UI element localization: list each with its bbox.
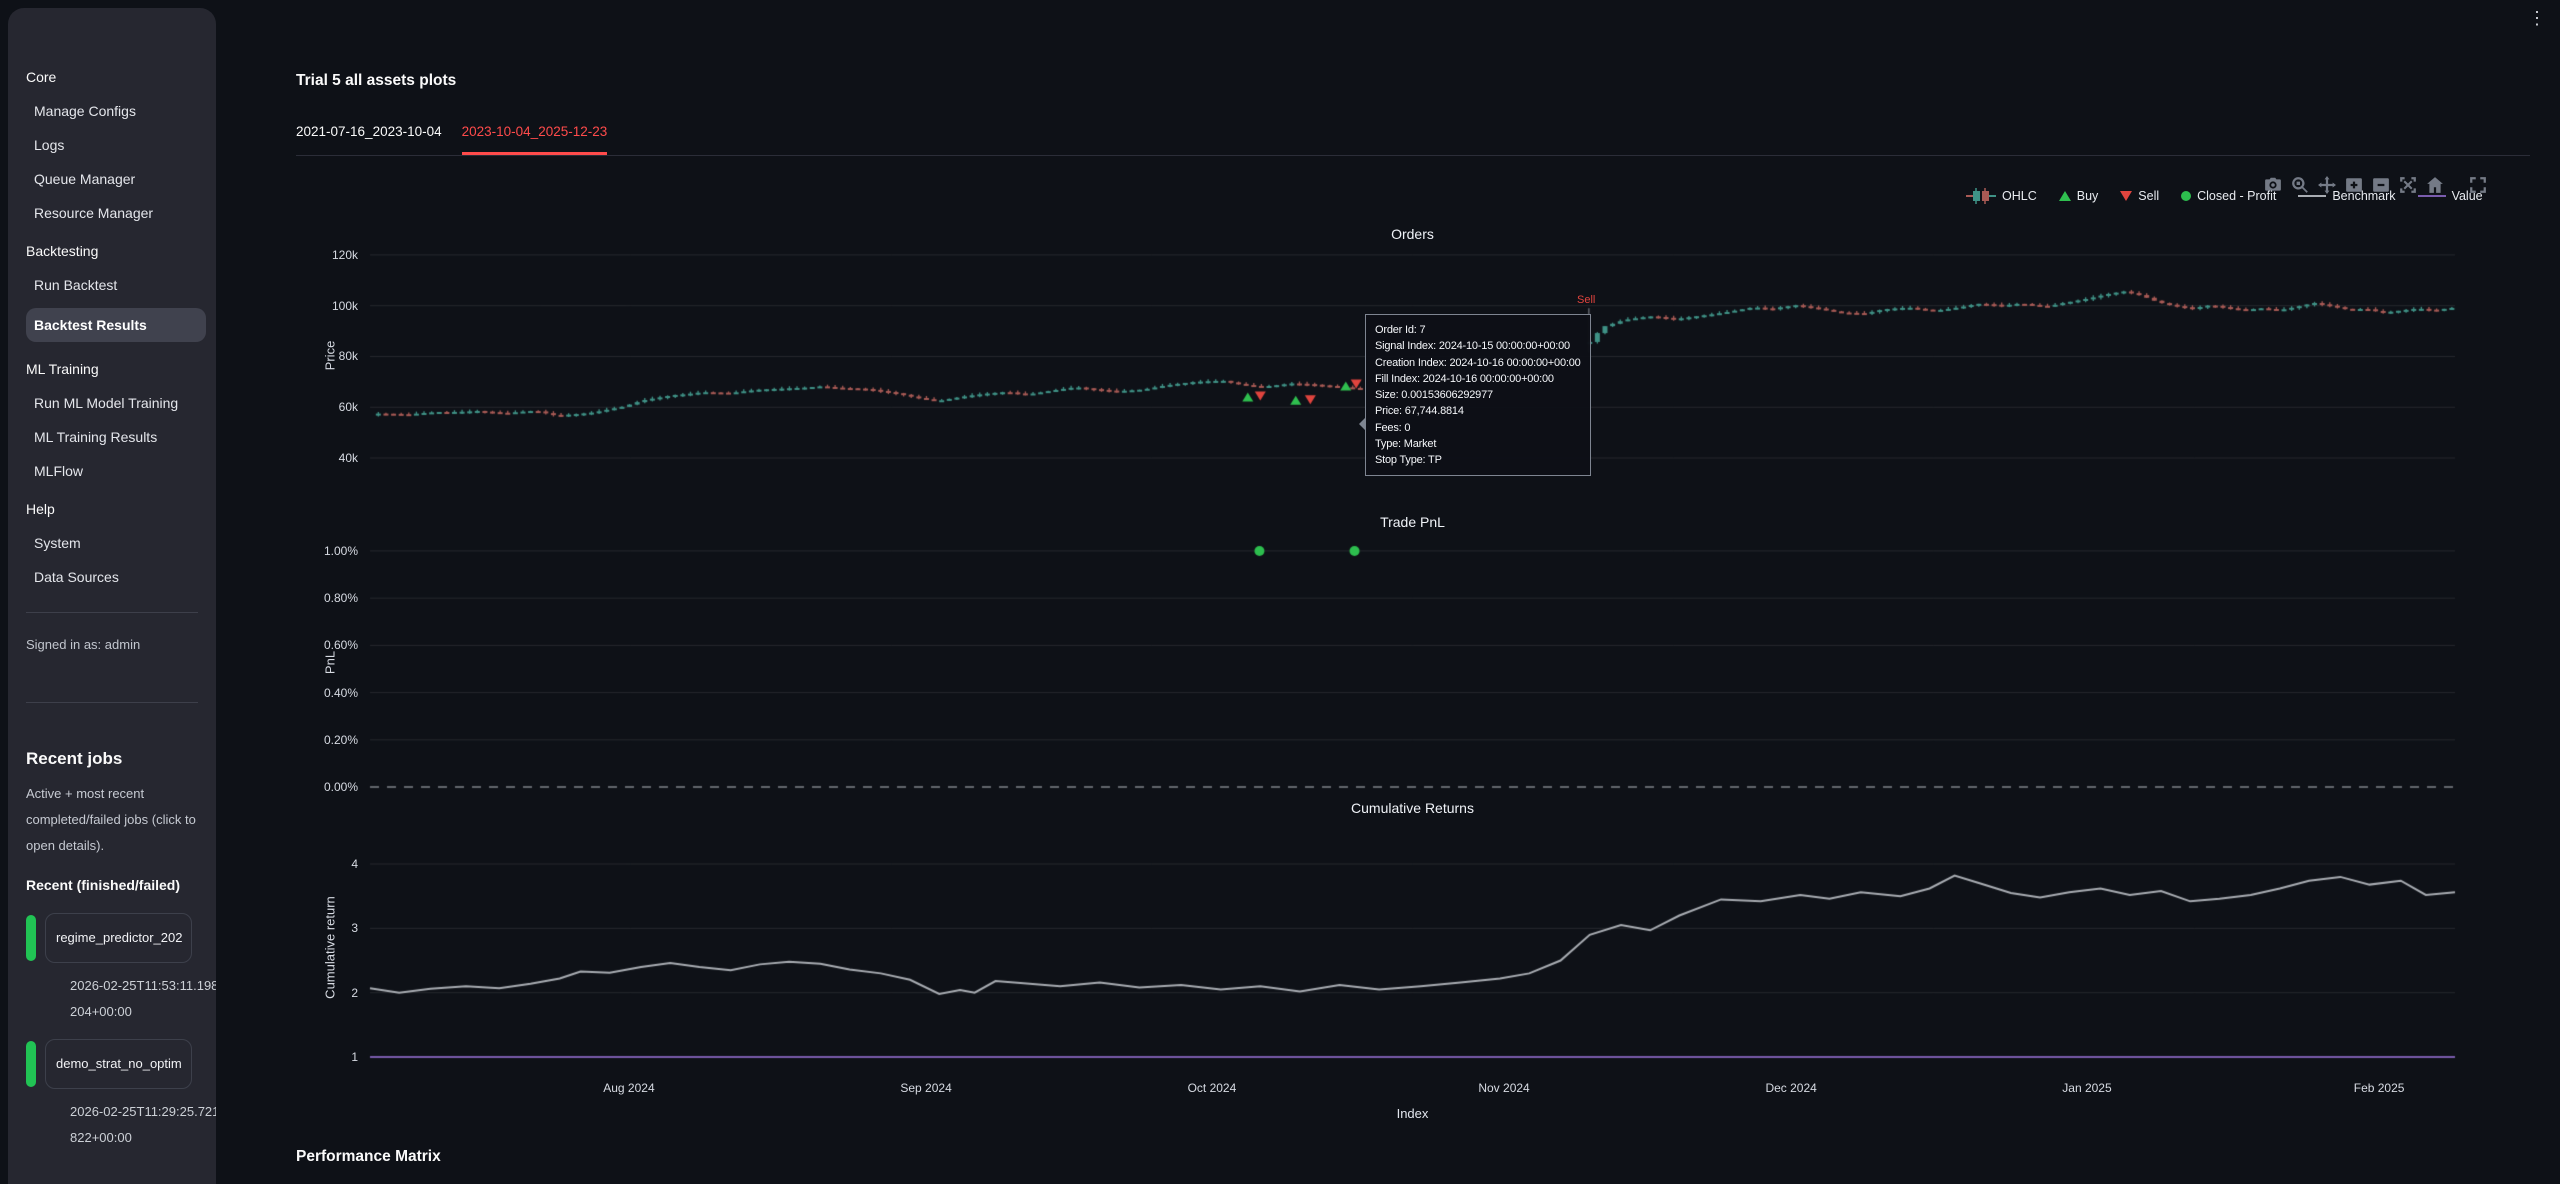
sell-triangle-icon — [2120, 191, 2133, 201]
legend-item-buy[interactable]: Buy — [2058, 189, 2099, 203]
pan-icon[interactable] — [2318, 176, 2336, 194]
legend-item-closed-profit[interactable]: Closed - Profit — [2181, 189, 2276, 203]
legend-label: Benchmark — [2332, 189, 2396, 203]
legend-label: Sell — [2138, 189, 2160, 203]
tooltip-stop-type: Stop Type: TP — [1375, 454, 1442, 467]
camera-icon[interactable] — [2264, 176, 2282, 194]
buy-triangle-icon — [2058, 191, 2071, 201]
plot-modebar — [2264, 176, 2487, 194]
sell-annotation-label: Sell — [1577, 294, 1596, 306]
tooltip-order-id: Order Id: 7 — [1375, 324, 1426, 336]
tooltip-creation-index: Creation Index: 2024-10-16 00:00:00+00:0… — [1375, 356, 1581, 369]
plot-legend: OHLC Buy Sell Closed - Profit Benchmark … — [1966, 188, 2483, 204]
tooltip-arrow — [1359, 417, 1366, 431]
autoscale-icon[interactable] — [2399, 176, 2417, 194]
profit-dot-icon — [2181, 191, 2192, 201]
tooltip-size: Size: 0.00153606292977 — [1375, 389, 1493, 402]
value-line-icon — [2417, 195, 2446, 197]
tooltip-signal-index: Signal Index: 2024-10-15 00:00:00+00:00 — [1375, 340, 1570, 353]
tooltip-fees: Fees: 0 — [1375, 421, 1411, 434]
zoom-in-icon[interactable] — [2345, 176, 2363, 194]
benchmark-line-icon — [2298, 195, 2327, 197]
legend-item-sell[interactable]: Sell — [2120, 189, 2159, 203]
legend-label: OHLC — [2002, 189, 2037, 203]
tooltip-fill-index: Fill Index: 2024-10-16 00:00:00+00:00 — [1375, 372, 1554, 385]
tooltip-price: Price: 67,744.8814 — [1375, 405, 1464, 418]
reset-axes-home-icon[interactable] — [2426, 176, 2444, 194]
legend-item-benchmark[interactable]: Benchmark — [2298, 189, 2396, 203]
zoom-out-icon[interactable] — [2372, 176, 2390, 194]
legend-label: Closed - Profit — [2197, 189, 2277, 203]
zoom-icon[interactable] — [2291, 176, 2309, 194]
tooltip-type: Type: Market — [1375, 438, 1437, 451]
performance-matrix-heading: Performance Matrix — [296, 1148, 441, 1165]
ohlc-swatch-icon — [1966, 188, 1996, 204]
legend-item-ohlc[interactable]: OHLC — [1966, 188, 2037, 204]
order-hover-tooltip: Order Id: 7 Signal Index: 2024-10-15 00:… — [1359, 314, 1591, 476]
fullscreen-icon[interactable] — [2469, 176, 2487, 194]
legend-label: Buy — [2076, 189, 2099, 203]
